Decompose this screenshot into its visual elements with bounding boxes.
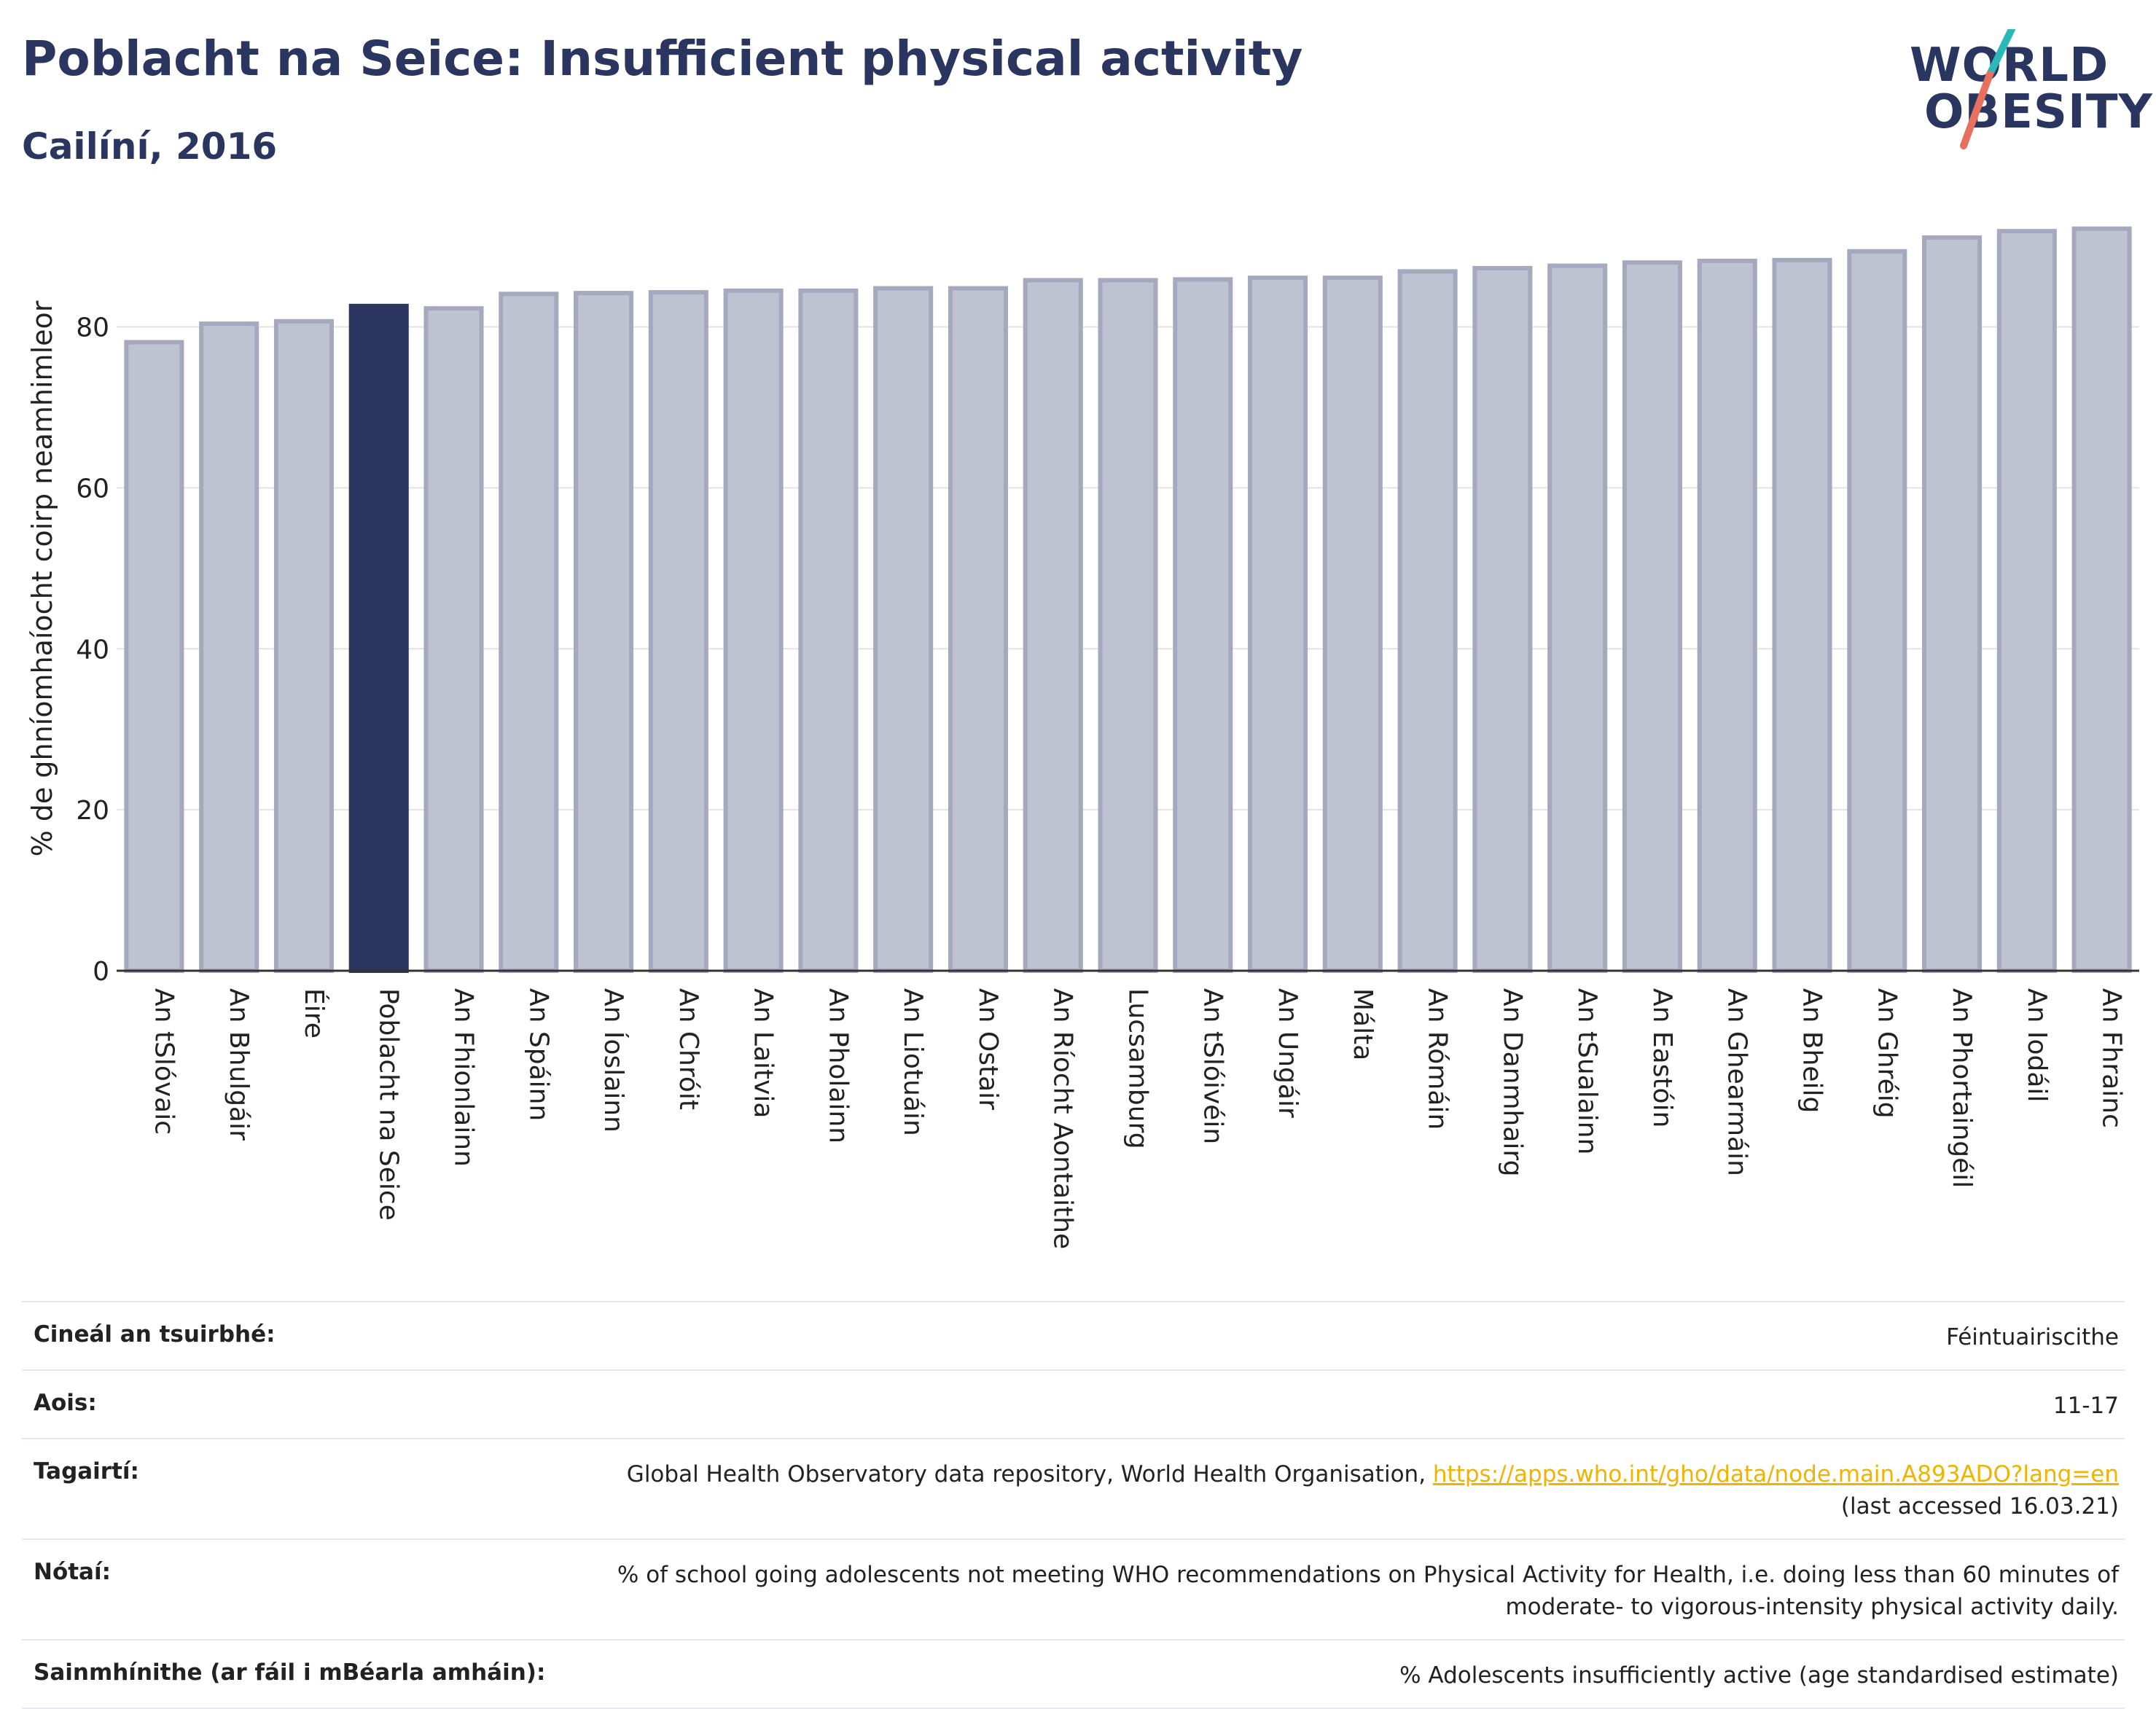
x-tick-label: An Eastóin [1647, 988, 1677, 1127]
info-key: Sainmhínithe (ar fáil i mBéarla amháin): [34, 1659, 546, 1686]
info-row-survey-type: Cineál an tsuirbhé: Féintuairiscithe [22, 1301, 2125, 1369]
x-tick-label: An Chróit [673, 988, 703, 1110]
bar [1472, 265, 1533, 973]
bar [1996, 229, 2057, 973]
x-tick-label: An Iodáil [2022, 988, 2052, 1102]
logo-text-line2: OBESITY [1924, 85, 2153, 139]
info-key: Tagairtí: [34, 1458, 139, 1485]
x-tick-label: An Ríocht Aontaithe [1048, 988, 1078, 1249]
bar [1697, 259, 1757, 973]
x-tick-label: Poblacht na Seice [374, 988, 404, 1221]
y-tick-label: 0 [93, 957, 109, 987]
bar [1248, 275, 1308, 973]
y-tick-label: 80 [76, 313, 109, 343]
info-table: Cineál an tsuirbhé: Féintuairiscithe Aoi… [22, 1301, 2125, 1709]
bar [499, 292, 559, 974]
x-tick-label: Éire [299, 988, 329, 1039]
bar [948, 286, 1008, 973]
info-key: Nótaí: [34, 1559, 112, 1585]
x-tick-label: An Bheilg [1797, 988, 1827, 1113]
bar [723, 288, 784, 973]
bar [2071, 226, 2132, 973]
logo-text-line1: WORLD [1910, 39, 2109, 93]
x-tick-label: An Spáinn [523, 988, 553, 1121]
x-tick-label: An Fhionlainn [449, 988, 479, 1167]
world-obesity-logo: WORLD OBESITY [1895, 29, 2152, 153]
info-value: % of school going adolescents not meetin… [617, 1559, 2119, 1623]
bar [873, 286, 934, 973]
notes-line2: moderate- to vigorous-intensity physical… [1505, 1594, 2119, 1620]
y-tick-label: 40 [76, 635, 109, 665]
info-key: Cineál an tsuirbhé: [34, 1321, 276, 1348]
bar [1847, 249, 1907, 974]
info-row-notes: Nótaí: % of school going adolescents not… [22, 1538, 2125, 1639]
x-tick-label: An Danmhairg [1497, 988, 1527, 1176]
x-tick-label: An Ghréig [1872, 988, 1902, 1119]
bar [124, 340, 184, 974]
notes-line1: % of school going adolescents not meetin… [617, 1562, 2119, 1588]
logo-slash-icon [1960, 29, 2015, 149]
bar [1772, 257, 1832, 973]
bar-chart: 0 20 40 60 80 An tSlóvaic An Bhulgáir Éire Pobla… [76, 226, 2139, 1249]
y-axis-label: % de ghníomhaíocht coirp neamhimleor [26, 300, 58, 857]
x-tick-label: An Fhrainc [2097, 988, 2127, 1128]
bar [1173, 277, 1233, 973]
x-tick-label: An tSlóivéin [1198, 988, 1227, 1144]
x-tick-label: An Íoslainn [598, 988, 629, 1133]
x-tick-label: An tSualainn [1572, 988, 1602, 1154]
x-tick-label: An Rómáin [1423, 988, 1453, 1130]
reference-text: Global Health Observatory data repositor… [626, 1461, 1433, 1487]
x-tick-label: An Ostair [973, 988, 1003, 1110]
bar [199, 321, 259, 974]
info-row-references: Tagairtí: Global Health Observatory data… [22, 1438, 2125, 1538]
x-tick-label: An Phortaingéil [1947, 988, 1977, 1188]
x-tick-label: An Laitvia [749, 988, 778, 1119]
x-tick-label: An Bhulgáir [224, 988, 254, 1141]
bar [1023, 278, 1083, 973]
x-tick-label: An Ungáir [1273, 988, 1302, 1118]
y-tick-label: 20 [76, 796, 109, 826]
info-value: % Adolescents insufficiently active (age… [1399, 1662, 2119, 1689]
x-tick-label: An Liotuáin [898, 988, 928, 1136]
bar [574, 291, 634, 974]
x-tick-label: Málta [1348, 988, 1378, 1060]
info-value: Féintuairiscithe [1946, 1324, 2119, 1350]
bar [1622, 260, 1682, 974]
y-tick-label: 60 [76, 474, 109, 504]
x-tick-label: Lucsamburg [1123, 988, 1153, 1149]
reference-link[interactable]: https://apps.who.int/gho/data/node.main.… [1432, 1461, 2119, 1487]
bar [648, 290, 708, 973]
bar [1397, 269, 1458, 973]
bar [273, 318, 334, 973]
bar-highlight [348, 303, 409, 974]
info-row-definitions: Sainmhínithe (ar fáil i mBéarla amháin):… [22, 1639, 2125, 1709]
bar [423, 306, 484, 973]
bar [1922, 235, 1983, 973]
x-tick-label: An Pholainn [823, 988, 853, 1143]
info-row-age: Aois: 11-17 [22, 1369, 2125, 1438]
chart-subtitle: Cailíní, 2016 [22, 125, 278, 168]
info-key: Aois: [34, 1390, 97, 1416]
info-value: 11-17 [2053, 1393, 2119, 1419]
bar [1547, 263, 1608, 973]
bar [1322, 275, 1383, 973]
bar [798, 288, 859, 973]
chart-title: Poblacht na Seice: Insufficient physical… [22, 31, 1303, 87]
x-tick-label: An Ghearmáin [1722, 988, 1752, 1176]
bar [1098, 278, 1158, 973]
info-value: Global Health Observatory data repositor… [627, 1458, 2119, 1522]
reference-accessed: (last accessed 16.03.21) [1840, 1493, 2119, 1520]
x-tick-label: An tSlóvaic [149, 988, 179, 1135]
